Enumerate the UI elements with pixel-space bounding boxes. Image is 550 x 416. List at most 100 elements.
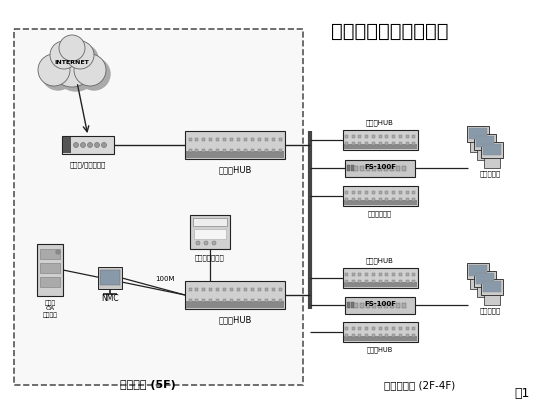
FancyBboxPatch shape — [365, 327, 368, 330]
Text: FS-100F: FS-100F — [364, 164, 396, 170]
FancyBboxPatch shape — [405, 135, 409, 138]
FancyBboxPatch shape — [345, 135, 348, 138]
Circle shape — [78, 58, 110, 90]
FancyBboxPatch shape — [237, 149, 240, 151]
Circle shape — [102, 143, 107, 148]
FancyBboxPatch shape — [372, 198, 375, 201]
FancyBboxPatch shape — [405, 191, 409, 194]
FancyBboxPatch shape — [399, 142, 402, 145]
FancyBboxPatch shape — [209, 299, 212, 302]
Text: 公共网HUB: 公共网HUB — [218, 165, 252, 174]
FancyBboxPatch shape — [258, 299, 261, 302]
FancyBboxPatch shape — [483, 144, 501, 155]
FancyBboxPatch shape — [405, 280, 409, 283]
FancyBboxPatch shape — [345, 327, 348, 330]
FancyBboxPatch shape — [345, 297, 415, 314]
FancyBboxPatch shape — [251, 139, 254, 141]
FancyBboxPatch shape — [189, 149, 191, 151]
Circle shape — [70, 45, 98, 73]
FancyBboxPatch shape — [195, 139, 199, 141]
FancyBboxPatch shape — [195, 288, 199, 292]
Text: INTERNET: INTERNET — [54, 59, 89, 64]
FancyBboxPatch shape — [358, 280, 361, 283]
FancyBboxPatch shape — [372, 166, 376, 171]
FancyBboxPatch shape — [405, 327, 409, 330]
FancyBboxPatch shape — [474, 134, 496, 150]
FancyBboxPatch shape — [189, 139, 191, 141]
FancyBboxPatch shape — [230, 288, 233, 292]
FancyBboxPatch shape — [258, 149, 261, 151]
FancyBboxPatch shape — [265, 288, 268, 292]
FancyBboxPatch shape — [251, 288, 254, 292]
FancyBboxPatch shape — [476, 136, 494, 147]
FancyBboxPatch shape — [366, 166, 370, 171]
Circle shape — [74, 143, 79, 148]
FancyBboxPatch shape — [193, 218, 227, 226]
FancyBboxPatch shape — [484, 158, 500, 168]
FancyBboxPatch shape — [230, 299, 233, 302]
Circle shape — [212, 241, 216, 245]
Text: 各楼层用户 (2F-4F): 各楼层用户 (2F-4F) — [384, 380, 455, 390]
FancyBboxPatch shape — [365, 191, 368, 194]
Circle shape — [196, 241, 200, 245]
FancyBboxPatch shape — [378, 334, 382, 337]
Circle shape — [204, 241, 208, 245]
FancyBboxPatch shape — [372, 273, 375, 276]
FancyBboxPatch shape — [237, 299, 240, 302]
FancyBboxPatch shape — [385, 327, 388, 330]
FancyBboxPatch shape — [216, 139, 219, 141]
FancyBboxPatch shape — [481, 142, 503, 158]
FancyBboxPatch shape — [477, 150, 493, 160]
FancyBboxPatch shape — [237, 139, 240, 141]
FancyBboxPatch shape — [385, 273, 388, 276]
FancyBboxPatch shape — [390, 302, 394, 307]
FancyBboxPatch shape — [351, 135, 355, 138]
Circle shape — [80, 143, 85, 148]
FancyBboxPatch shape — [392, 191, 395, 194]
FancyBboxPatch shape — [351, 280, 355, 283]
FancyBboxPatch shape — [358, 135, 361, 138]
FancyBboxPatch shape — [354, 166, 359, 171]
FancyBboxPatch shape — [202, 139, 205, 141]
FancyBboxPatch shape — [223, 288, 226, 292]
FancyBboxPatch shape — [40, 277, 60, 287]
FancyBboxPatch shape — [469, 128, 487, 139]
Text: 网管中心 (5F): 网管中心 (5F) — [120, 380, 176, 390]
FancyBboxPatch shape — [202, 299, 205, 302]
Text: 公共网HUB: 公共网HUB — [366, 119, 394, 126]
FancyBboxPatch shape — [378, 142, 382, 145]
FancyBboxPatch shape — [272, 299, 274, 302]
FancyBboxPatch shape — [195, 299, 199, 302]
FancyBboxPatch shape — [189, 288, 191, 292]
FancyBboxPatch shape — [477, 287, 493, 297]
FancyBboxPatch shape — [365, 198, 368, 201]
FancyBboxPatch shape — [345, 280, 348, 283]
FancyBboxPatch shape — [392, 135, 395, 138]
FancyBboxPatch shape — [396, 166, 400, 171]
FancyBboxPatch shape — [469, 265, 487, 276]
FancyBboxPatch shape — [14, 29, 302, 385]
FancyBboxPatch shape — [189, 299, 191, 302]
FancyBboxPatch shape — [385, 198, 388, 201]
FancyBboxPatch shape — [372, 334, 375, 337]
FancyBboxPatch shape — [278, 139, 282, 141]
FancyBboxPatch shape — [365, 142, 368, 145]
FancyBboxPatch shape — [372, 302, 376, 307]
FancyBboxPatch shape — [390, 166, 394, 171]
FancyBboxPatch shape — [223, 149, 226, 151]
FancyBboxPatch shape — [223, 139, 226, 141]
FancyBboxPatch shape — [351, 273, 355, 276]
FancyBboxPatch shape — [412, 273, 415, 276]
FancyBboxPatch shape — [372, 327, 375, 330]
FancyBboxPatch shape — [412, 191, 415, 194]
FancyBboxPatch shape — [258, 288, 261, 292]
FancyBboxPatch shape — [344, 200, 416, 205]
FancyBboxPatch shape — [392, 273, 395, 276]
Circle shape — [59, 35, 85, 61]
FancyBboxPatch shape — [278, 288, 282, 292]
FancyBboxPatch shape — [351, 327, 355, 330]
FancyBboxPatch shape — [351, 165, 354, 171]
FancyBboxPatch shape — [402, 302, 406, 307]
FancyBboxPatch shape — [392, 280, 395, 283]
FancyBboxPatch shape — [37, 244, 63, 296]
